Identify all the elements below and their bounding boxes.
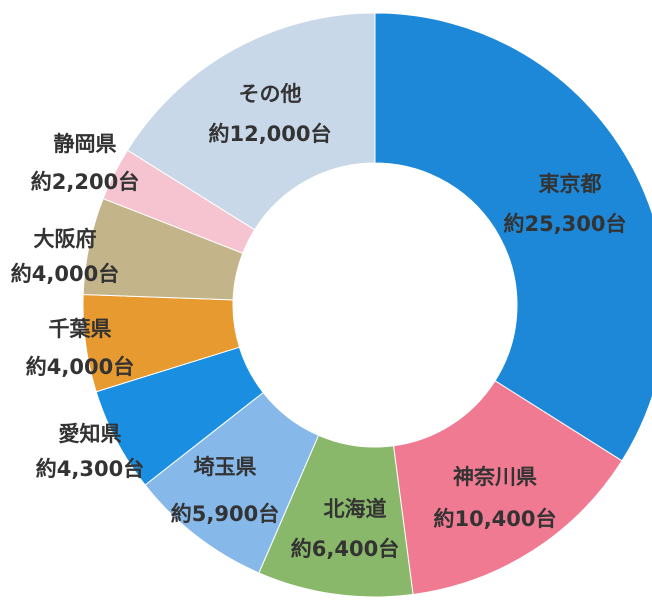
value-label: 約25,300台	[503, 212, 626, 236]
value-label: 約5,900台	[171, 502, 279, 526]
slice-label: その他	[239, 82, 302, 106]
value-label: 約4,000台	[11, 262, 119, 286]
value-label: 約12,000台	[208, 122, 331, 146]
value-label: 約6,400台	[291, 537, 399, 561]
donut-slice	[392, 380, 623, 596]
value-label: 約2,200台	[31, 170, 139, 194]
slice-label: 東京都	[539, 172, 602, 196]
value-label: 約4,000台	[26, 355, 134, 379]
slice-label: 静岡県	[54, 132, 117, 156]
value-label: 約4,300台	[36, 457, 144, 481]
slice-label: 神奈川県	[453, 465, 537, 489]
donut-slice	[374, 12, 652, 462]
slice-label: 北海道	[324, 497, 387, 521]
slice-label: 愛知県	[59, 422, 122, 446]
value-label: 約10,400台	[433, 507, 556, 531]
slice-label: 大阪府	[34, 227, 97, 251]
slice-label: 千葉県	[49, 317, 112, 341]
slice-label: 埼玉県	[194, 455, 257, 479]
donut-slice	[126, 12, 376, 231]
